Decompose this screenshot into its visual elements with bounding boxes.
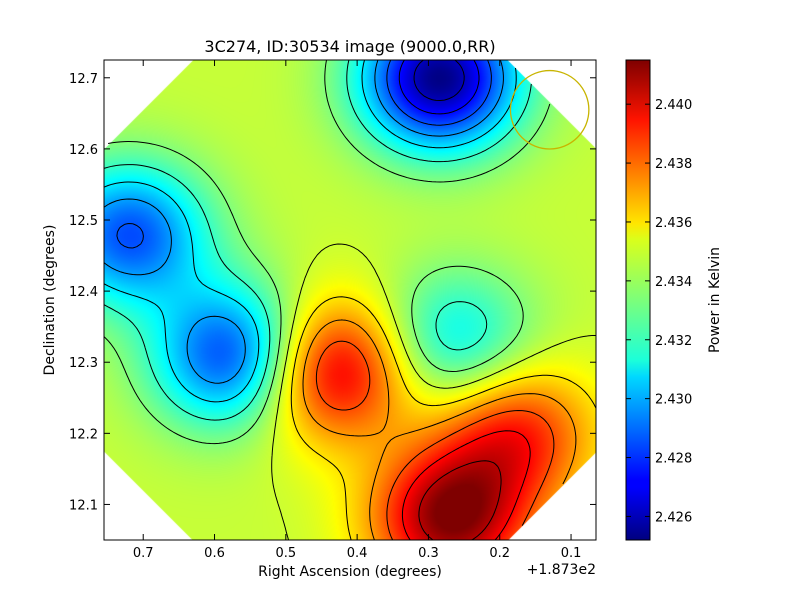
beam-circle-marker — [509, 69, 590, 150]
heatmap-image — [104, 60, 596, 540]
y-axis: 12.1 12.2 12.3 12.4 12.5 12.6 12.7 — [69, 72, 596, 513]
y-tick-label-4: 12.5 — [69, 214, 98, 229]
y-tick-label-1: 12.2 — [69, 427, 98, 442]
colorbar-tick-label-6: 2.438 — [655, 157, 692, 172]
colorbar-tick-label-7: 2.440 — [655, 98, 692, 113]
colorbar-tick-label-0: 2.426 — [655, 510, 692, 525]
plot-area — [103, 59, 597, 541]
chart-title: 3C274, ID:30534 image (9000.0,RR) — [204, 37, 495, 56]
y-tick-label-0: 12.1 — [69, 498, 98, 513]
y-axis-label: Declination (degrees) — [42, 225, 58, 376]
colorbar-ticks: 2.426 2.428 2.430 2.432 2.434 2.436 2.438 2.440 — [626, 98, 692, 525]
y-tick-label-2: 12.3 — [69, 356, 98, 371]
contour-path — [104, 60, 596, 540]
y-tick-label-6: 12.7 — [69, 72, 98, 87]
colorbar-tick-label-3: 2.432 — [655, 334, 692, 349]
colorbar-tick-label-2: 2.430 — [655, 393, 692, 408]
x-tick-label-3: 0.4 — [347, 546, 368, 561]
colorbar-frame — [625, 59, 651, 541]
x-axis: 0.7 0.6 0.5 0.4 0.3 0.2 0.1 — [133, 60, 582, 561]
x-axis-label: Right Ascension (degrees) — [258, 564, 442, 580]
contour-lines — [104, 60, 596, 540]
y-tick-label-5: 12.6 — [69, 143, 98, 158]
colorbar-gradient — [626, 60, 650, 540]
colorbar-label: Power in Kelvin — [707, 247, 723, 353]
colorbar: 2.426 2.428 2.430 2.432 2.434 2.436 2.438 2.440… — [625, 59, 723, 541]
x-tick-label-0: 0.7 — [133, 546, 154, 561]
x-tick-label-5: 0.2 — [489, 546, 510, 561]
x-tick-label-1: 0.6 — [204, 546, 225, 561]
colorbar-tick-label-5: 2.436 — [655, 216, 692, 231]
y-tick-label-3: 12.4 — [69, 285, 98, 300]
colorbar-tick-label-1: 2.428 — [655, 452, 692, 467]
x-tick-label-2: 0.5 — [275, 546, 296, 561]
x-tick-label-6: 0.1 — [561, 546, 582, 561]
colorbar-tick-label-4: 2.434 — [655, 275, 692, 290]
plot-frame — [103, 59, 597, 541]
x-tick-label-4: 0.3 — [418, 546, 439, 561]
x-axis-offset: +1.873e2 — [527, 562, 596, 578]
